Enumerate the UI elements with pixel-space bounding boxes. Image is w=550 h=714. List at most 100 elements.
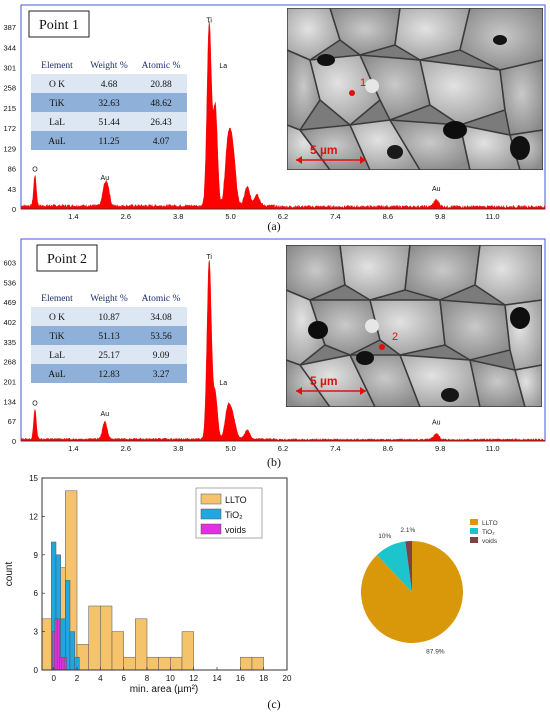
y-tick-label: 15 [29, 474, 38, 483]
eds-spectrum-point-1 [20, 20, 546, 210]
pie-legend: LLTO TiO₂ voids [470, 519, 498, 545]
y-tick-label: 268 [3, 358, 16, 367]
histogram-frame [41, 477, 288, 671]
point-label: Point 1 [39, 18, 79, 33]
x-tick-label: 7.4 [330, 212, 340, 221]
x-tick-label: 14 [213, 674, 222, 683]
table-cell: TiK [50, 332, 65, 342]
histogram-bar-llto [170, 656, 183, 671]
peak-label-o: O [32, 400, 38, 407]
table-cell: 32.63 [98, 99, 120, 109]
peak-label-au: Au [432, 186, 441, 193]
peak-label-au: Au [432, 420, 441, 427]
table-cell: 4.68 [101, 80, 118, 90]
peak-label-ti: Ti [206, 17, 212, 24]
table-cell: 51.44 [98, 118, 120, 128]
histogram-bar-voids [59, 656, 63, 671]
spectrum-trace [20, 20, 546, 210]
x-tick-label: 6 [121, 674, 126, 683]
table-cell: 48.62 [150, 99, 172, 109]
eds-panel-point-1: 0 43 86 129 172 215 258 301 344 387 1.4 2.6 3.8 5.0 6… [3, 4, 546, 233]
table-header: Atomic % [142, 294, 181, 304]
x-tick-label: 9.8 [435, 212, 445, 221]
histogram-bar-llto [100, 605, 113, 671]
peak-label-la: La [219, 380, 227, 387]
histogram-bar-voids [63, 656, 67, 671]
y-tick-label: 344 [3, 43, 16, 52]
legend-label: LLTO [225, 495, 247, 505]
x-tick-label: 1.4 [68, 444, 78, 453]
y-tick-label: 201 [3, 378, 16, 387]
histogram-bar-llto [240, 656, 253, 671]
spectrum-trace [20, 260, 546, 442]
x-tick-label: 7.4 [330, 444, 340, 453]
scale-bar-label: 5 µm [310, 143, 338, 157]
table-cell: 11.25 [98, 137, 119, 147]
panel-caption: (b) [267, 455, 281, 469]
histogram-bar-voids [56, 618, 60, 671]
y-axis-label: count [4, 562, 15, 587]
peak-label-la: La [219, 63, 227, 70]
y-tick-label: 603 [3, 259, 16, 268]
table-cell: 53.56 [150, 332, 172, 342]
histogram-bar-llto [88, 605, 101, 671]
x-tick-label: 4 [98, 674, 103, 683]
y-tick-label: 387 [3, 23, 16, 32]
panel-caption: (c) [267, 697, 280, 711]
table-header: Weight % [90, 294, 128, 304]
table-row [31, 131, 187, 150]
legend-swatch [470, 528, 478, 534]
histogram-bar-voids [54, 618, 58, 671]
table-cell: LaL [49, 351, 65, 361]
y-tick-label: 172 [3, 124, 16, 133]
y-tick-label: 134 [3, 397, 16, 406]
histogram-bar-llto [251, 656, 264, 671]
legend-label: TiO₂ [482, 529, 495, 536]
histogram-bar-llto [158, 656, 171, 671]
composition-table: Element Weight % Atomic % O K 10.87 34.08 TiK 5… [31, 294, 187, 383]
y-tick-label: 129 [3, 144, 16, 153]
table-header: Element [41, 61, 73, 71]
legend-swatch [200, 493, 222, 505]
table-row [31, 326, 187, 345]
x-tick-label: 3.8 [173, 212, 183, 221]
x-tick-label: 5.0 [225, 212, 235, 221]
x-tick-labels: 1.4 2.6 3.8 5.0 6.2 7.4 8.6 9.8 11.0 [68, 444, 499, 453]
table-cell: 4.07 [153, 137, 170, 147]
peak-labels: Ti La O Au Au [32, 17, 440, 193]
y-tick-label: 536 [3, 278, 16, 287]
pie-slice-label: 10% [378, 533, 391, 540]
table-header: Weight % [90, 61, 128, 71]
y-tick-label: 86 [8, 165, 16, 174]
legend-label: voids [482, 538, 498, 545]
histogram-bar-tio [69, 631, 75, 671]
table-cell: 9.09 [153, 351, 170, 361]
y-tick-label: 43 [8, 185, 16, 194]
pie-slice-llto [360, 541, 463, 643]
table-cell: TiK [50, 99, 65, 109]
x-tick-labels: 1.4 2.6 3.8 5.0 6.2 7.4 8.6 9.8 11.0 [68, 212, 499, 221]
y-tick-labels: 0 67 134 201 268 335 402 469 536 603 [3, 259, 16, 446]
x-tick-label: 12 [189, 674, 198, 683]
x-tick-label: 0 [51, 674, 56, 683]
histogram-bar-voids [61, 656, 65, 671]
table-cell: O K [49, 80, 65, 90]
pie-slice-tio [376, 541, 412, 592]
histogram-bar-llto [123, 656, 136, 671]
measurement-point-marker [349, 90, 355, 96]
y-tick-label: 335 [3, 338, 16, 347]
x-tick-label: 2 [75, 674, 80, 683]
eds-panel-point-2: 0 67 134 201 268 335 402 469 536 603 1.4 2.6 3.8 5.0… [3, 238, 546, 469]
x-tick-label: 10 [166, 674, 175, 683]
x-tick-label: 8 [145, 674, 150, 683]
point-label-box [28, 10, 90, 38]
point-label-box [36, 244, 98, 272]
grain-size-panel: 0 3 6 9 12 15 0 2 4 6 8 10 12 14 16 18 20 count min. ar… [4, 474, 498, 711]
y-tick-label: 67 [8, 417, 16, 426]
table-row [31, 74, 187, 93]
x-tick-label: 6.2 [278, 444, 288, 453]
peak-label-au: Au [101, 175, 110, 182]
x-tick-label: 20 [283, 674, 292, 683]
y-tick-label: 12 [29, 512, 38, 521]
